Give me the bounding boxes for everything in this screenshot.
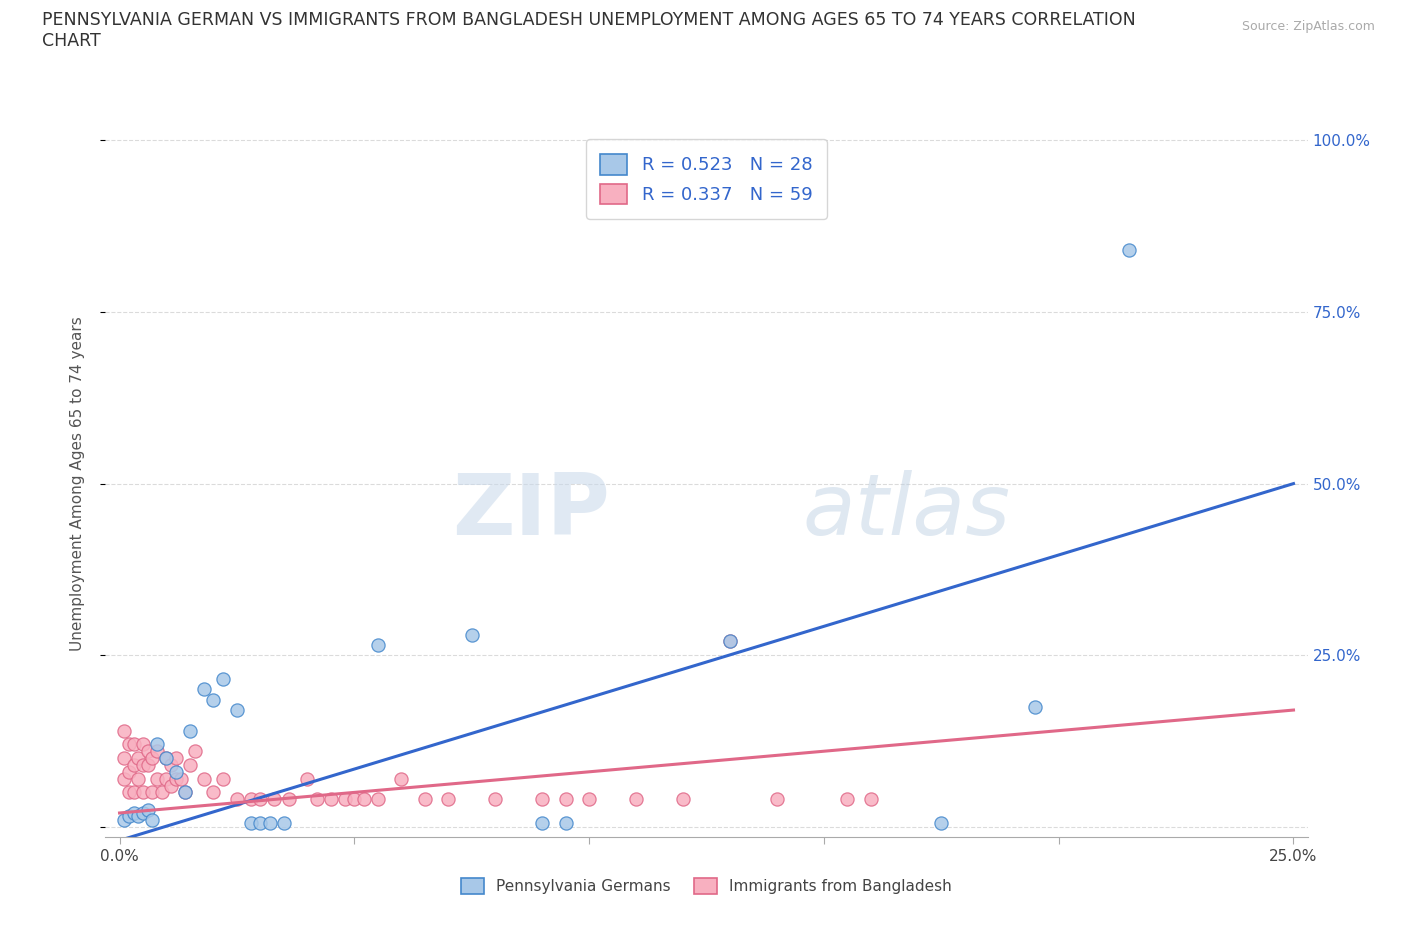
Point bbox=[1118, 243, 1140, 258]
Point bbox=[141, 785, 163, 800]
Point bbox=[146, 771, 169, 786]
Y-axis label: Unemployment Among Ages 65 to 74 years: Unemployment Among Ages 65 to 74 years bbox=[70, 316, 84, 651]
Point bbox=[353, 791, 375, 806]
Text: CHART: CHART bbox=[42, 32, 101, 49]
Point bbox=[226, 791, 249, 806]
Text: PENNSYLVANIA GERMAN VS IMMIGRANTS FROM BANGLADESH UNEMPLOYMENT AMONG AGES 65 TO : PENNSYLVANIA GERMAN VS IMMIGRANTS FROM B… bbox=[42, 11, 1136, 29]
Point bbox=[165, 764, 187, 779]
Point bbox=[193, 682, 215, 697]
Point bbox=[240, 791, 263, 806]
Point bbox=[155, 751, 177, 765]
Point bbox=[333, 791, 356, 806]
Point bbox=[183, 744, 205, 759]
Point bbox=[174, 785, 197, 800]
Point bbox=[554, 791, 576, 806]
Point bbox=[461, 627, 484, 642]
Point bbox=[136, 744, 159, 759]
Point bbox=[174, 785, 197, 800]
Point bbox=[127, 809, 149, 824]
Point bbox=[277, 791, 299, 806]
Point bbox=[165, 751, 187, 765]
Text: atlas: atlas bbox=[803, 471, 1011, 553]
Point bbox=[118, 764, 141, 779]
Point bbox=[150, 785, 173, 800]
Point bbox=[297, 771, 319, 786]
Point bbox=[141, 751, 163, 765]
Text: Source: ZipAtlas.com: Source: ZipAtlas.com bbox=[1241, 20, 1375, 33]
Point bbox=[837, 791, 859, 806]
Point bbox=[343, 791, 366, 806]
Point bbox=[531, 791, 554, 806]
Point bbox=[929, 816, 952, 830]
Point bbox=[389, 771, 412, 786]
Point bbox=[141, 813, 163, 828]
Point bbox=[367, 791, 389, 806]
Point bbox=[319, 791, 342, 806]
Legend: Pennsylvania Germans, Immigrants from Bangladesh: Pennsylvania Germans, Immigrants from Ba… bbox=[456, 871, 957, 900]
Point bbox=[118, 785, 141, 800]
Point bbox=[193, 771, 215, 786]
Point bbox=[122, 737, 145, 751]
Point bbox=[578, 791, 600, 806]
Point bbox=[718, 634, 741, 649]
Point bbox=[112, 751, 135, 765]
Point bbox=[859, 791, 882, 806]
Point bbox=[160, 778, 183, 793]
Point bbox=[118, 737, 141, 751]
Point bbox=[259, 816, 281, 830]
Point bbox=[122, 805, 145, 820]
Point bbox=[155, 751, 177, 765]
Point bbox=[202, 692, 225, 707]
Point bbox=[249, 816, 271, 830]
Point bbox=[160, 758, 183, 773]
Point bbox=[112, 771, 135, 786]
Point bbox=[165, 771, 187, 786]
Point bbox=[132, 737, 155, 751]
Point bbox=[484, 791, 506, 806]
Point bbox=[122, 758, 145, 773]
Point bbox=[127, 771, 149, 786]
Point bbox=[146, 744, 169, 759]
Point bbox=[367, 637, 389, 652]
Point bbox=[226, 702, 249, 717]
Point bbox=[554, 816, 576, 830]
Point bbox=[155, 771, 177, 786]
Point bbox=[263, 791, 285, 806]
Point bbox=[249, 791, 271, 806]
Point bbox=[273, 816, 295, 830]
Point bbox=[136, 758, 159, 773]
Point bbox=[132, 805, 155, 820]
Point bbox=[202, 785, 225, 800]
Point bbox=[112, 724, 135, 738]
Point bbox=[437, 791, 460, 806]
Text: ZIP: ZIP bbox=[453, 471, 610, 553]
Point bbox=[179, 758, 201, 773]
Point bbox=[240, 816, 263, 830]
Point bbox=[531, 816, 554, 830]
Point bbox=[127, 751, 149, 765]
Point bbox=[179, 724, 201, 738]
Point bbox=[672, 791, 695, 806]
Point bbox=[169, 771, 191, 786]
Point bbox=[211, 771, 233, 786]
Point bbox=[718, 634, 741, 649]
Point bbox=[766, 791, 789, 806]
Point bbox=[1024, 699, 1046, 714]
Point bbox=[146, 737, 169, 751]
Point bbox=[132, 758, 155, 773]
Point bbox=[122, 785, 145, 800]
Point bbox=[136, 802, 159, 817]
Point bbox=[211, 671, 233, 686]
Point bbox=[132, 785, 155, 800]
Point bbox=[413, 791, 436, 806]
Point bbox=[118, 809, 141, 824]
Point bbox=[305, 791, 328, 806]
Point bbox=[112, 813, 135, 828]
Point bbox=[624, 791, 647, 806]
